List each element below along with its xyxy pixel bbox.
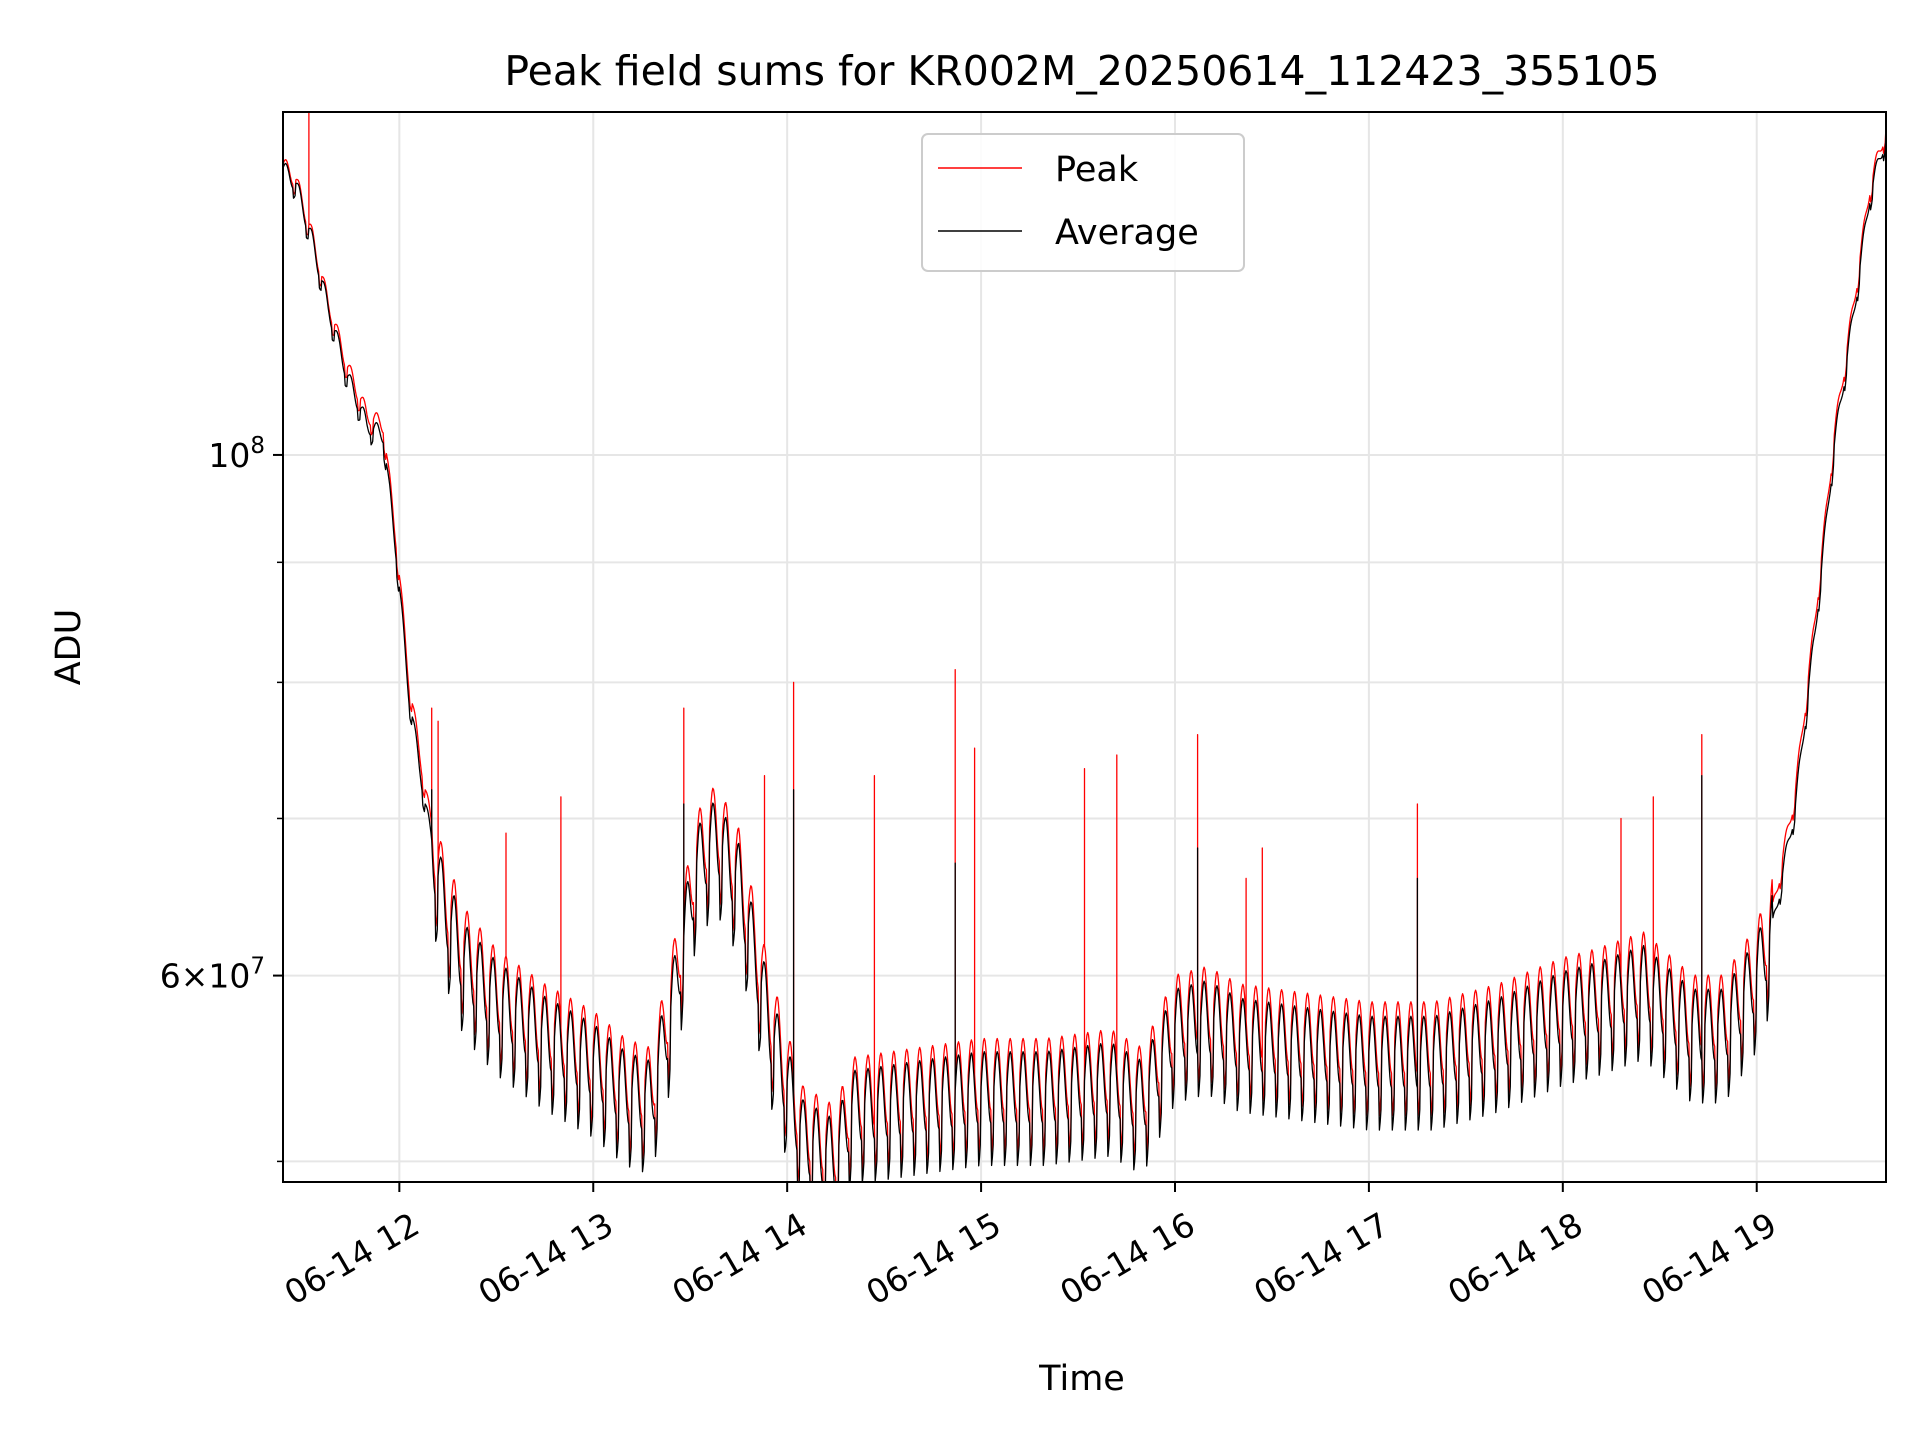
y-tick-label: 6×107 (160, 954, 265, 996)
chart-title: Peak field sums for KR002M_20250614_1124… (504, 47, 1659, 95)
y-tick-label: 108 (208, 433, 265, 475)
series-line-peak (283, 112, 1886, 1182)
series-line-average (283, 134, 1886, 1182)
y-axis-label: ADU (49, 609, 89, 686)
series-layer (283, 112, 1886, 1182)
legend-label-peak: Peak (1055, 150, 1139, 190)
legend-label-average: Average (1055, 213, 1199, 253)
legend: Peak Average (921, 133, 1245, 272)
plot-frame (282, 111, 1887, 1183)
x-axis-label: Time (1038, 1359, 1125, 1399)
